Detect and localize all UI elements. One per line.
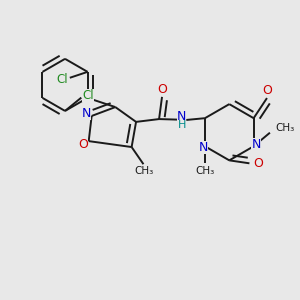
Text: CH₃: CH₃ <box>134 166 154 176</box>
Text: Cl: Cl <box>82 89 94 102</box>
Text: O: O <box>253 157 262 170</box>
Text: N: N <box>251 138 261 151</box>
Text: CH₃: CH₃ <box>275 123 295 133</box>
Text: CH₃: CH₃ <box>195 166 214 176</box>
Text: O: O <box>262 84 272 97</box>
Text: H: H <box>177 120 186 130</box>
Text: N: N <box>177 110 186 124</box>
Text: Cl: Cl <box>57 73 68 86</box>
Text: N: N <box>82 107 91 120</box>
Text: O: O <box>158 83 168 96</box>
Text: N: N <box>199 141 208 154</box>
Text: O: O <box>78 138 88 151</box>
